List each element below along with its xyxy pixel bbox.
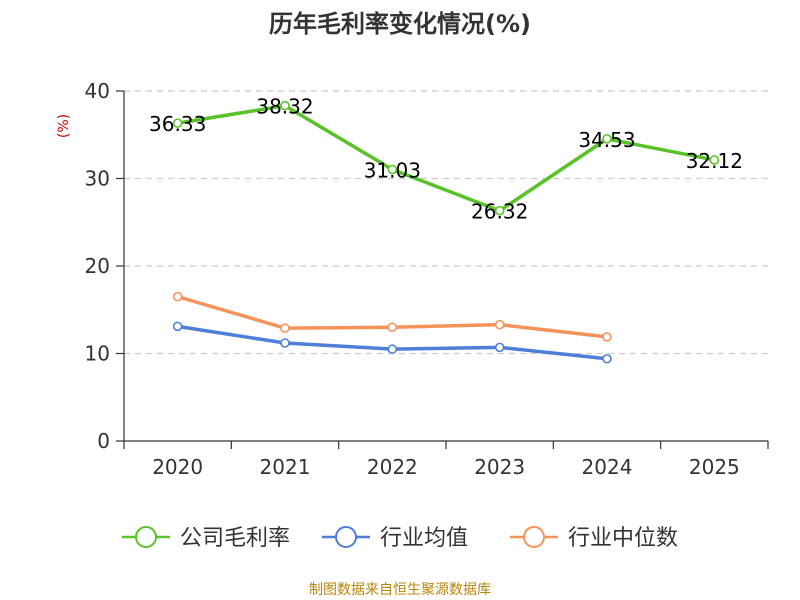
data-point	[280, 100, 290, 111]
data-point	[494, 319, 505, 330]
data-label: 36.33	[149, 112, 206, 136]
data-point	[602, 353, 612, 364]
legend-item[interactable]: 公司毛利率	[122, 526, 290, 551]
data-label: 38.32	[256, 95, 313, 119]
source-note: 制图数据来自恒生聚源数据库	[309, 582, 491, 598]
data-point	[602, 134, 612, 144]
data-point	[280, 323, 290, 333]
y-tick-label: 0	[97, 429, 110, 453]
data-point	[387, 322, 398, 333]
legend-label: 行业均值	[380, 526, 468, 551]
legend-marker	[135, 526, 157, 548]
legend-label: 公司毛利率	[180, 526, 290, 551]
x-tick-labels: 2020 2021 2022 2023 2024 2025	[152, 455, 740, 479]
series-line	[177, 103, 715, 213]
y-tick-label: 10	[85, 342, 110, 366]
data-point	[172, 321, 183, 332]
data-label: 34.53	[578, 128, 635, 152]
x-tick-label: 2023	[474, 455, 525, 479]
data-point	[172, 118, 183, 128]
x-tick-label: 2022	[367, 455, 418, 479]
y-axis-unit-label: (%)	[56, 114, 72, 138]
legend-marker	[335, 526, 357, 548]
x-tick-label: 2021	[260, 455, 311, 479]
x-tick-label: 2024	[582, 455, 633, 479]
axes	[116, 90, 769, 449]
legend-label: 行业中位数	[568, 526, 678, 551]
data-point	[172, 291, 183, 302]
chart-title: 历年毛利率变化情况(%)	[269, 10, 531, 38]
data-point	[494, 342, 505, 353]
data-label: 31.03	[364, 158, 421, 182]
data-labels: 36.33 38.32 31.03 26.32 34.53 32.12	[149, 95, 743, 224]
series-layer	[172, 100, 720, 364]
legend-marker	[523, 526, 545, 548]
legend[interactable]: 公司毛利率 行业均值 行业中位数	[122, 526, 678, 551]
y-tick-label: 30	[85, 167, 110, 191]
data-point	[280, 338, 290, 348]
data-point	[387, 344, 398, 354]
data-label: 26.32	[471, 200, 528, 224]
gridlines	[124, 90, 768, 355]
data-label: 32.12	[686, 149, 743, 173]
y-tick-labels: 0 10 20 30 40	[85, 79, 110, 453]
x-tick-label: 2025	[689, 455, 740, 479]
data-point	[387, 164, 398, 175]
legend-item[interactable]: 行业均值	[322, 526, 468, 551]
legend-item[interactable]: 行业中位数	[510, 526, 678, 551]
y-tick-label: 20	[85, 254, 110, 278]
y-tick-label: 40	[85, 79, 110, 103]
data-point	[602, 332, 612, 342]
data-point	[709, 155, 720, 165]
x-tick-label: 2020	[152, 455, 203, 479]
data-point	[494, 205, 505, 216]
